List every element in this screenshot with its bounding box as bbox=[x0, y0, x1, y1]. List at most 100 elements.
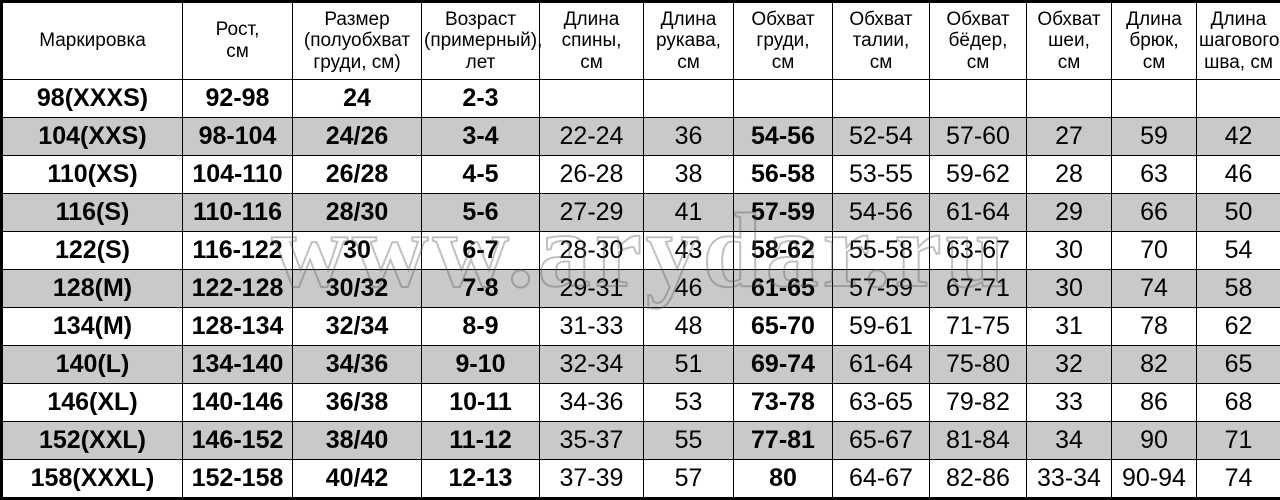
measurement-cell: 61-64 bbox=[930, 194, 1027, 232]
measurement-cell: 59-62 bbox=[930, 156, 1027, 194]
measurement-cell: 29-31 bbox=[540, 270, 644, 308]
measurement-cell: 41 bbox=[644, 194, 734, 232]
row-label-cell: 122(S) bbox=[2, 232, 183, 270]
row-label-cell: 116(S) bbox=[2, 194, 183, 232]
measurement-cell: 80 bbox=[734, 460, 833, 499]
row-label-cell: 158(XXXL) bbox=[2, 460, 183, 499]
column-header-line: рукава, bbox=[646, 30, 731, 52]
measurement-cell: 31 bbox=[1027, 308, 1112, 346]
measurement-cell: 140-146 bbox=[183, 384, 293, 422]
measurement-cell: 54-56 bbox=[734, 118, 833, 156]
column-header-line: (полуобхват bbox=[295, 30, 419, 52]
row-label-cell: 104(XXS) bbox=[2, 118, 183, 156]
measurement-cell: 31-33 bbox=[540, 308, 644, 346]
measurement-cell: 22-24 bbox=[540, 118, 644, 156]
column-header-line: см bbox=[646, 52, 731, 74]
measurement-cell: 92-98 bbox=[183, 80, 293, 118]
row-label-cell: 146(XL) bbox=[2, 384, 183, 422]
measurement-cell: 90 bbox=[1112, 422, 1197, 460]
column-header-line: Размер bbox=[295, 9, 419, 31]
measurement-cell: 57 bbox=[644, 460, 734, 499]
measurement-cell: 30 bbox=[293, 232, 422, 270]
column-header-line: груди, см) bbox=[295, 52, 419, 74]
measurement-cell: 34/36 bbox=[293, 346, 422, 384]
measurement-cell: 34 bbox=[1027, 422, 1112, 460]
measurement-cell: 69-74 bbox=[734, 346, 833, 384]
row-label-cell: 134(M) bbox=[2, 308, 183, 346]
measurement-cell: 59-61 bbox=[833, 308, 930, 346]
measurement-cell: 71 bbox=[1197, 422, 1280, 460]
measurement-cell: 36/38 bbox=[293, 384, 422, 422]
column-header: Маркировка bbox=[2, 2, 183, 80]
measurement-cell: 26-28 bbox=[540, 156, 644, 194]
measurement-cell: 68 bbox=[1197, 384, 1280, 422]
measurement-cell bbox=[540, 80, 644, 118]
measurement-cell: 32/34 bbox=[293, 308, 422, 346]
measurement-cell: 75-80 bbox=[930, 346, 1027, 384]
column-header-line: брюк, bbox=[1114, 30, 1194, 52]
measurement-cell bbox=[1197, 80, 1280, 118]
measurement-cell: 146-152 bbox=[183, 422, 293, 460]
measurement-cell: 32-34 bbox=[540, 346, 644, 384]
measurement-cell: 58 bbox=[1197, 270, 1280, 308]
column-header-line: см bbox=[542, 52, 641, 74]
column-header-line: см bbox=[1114, 52, 1194, 74]
measurement-cell: 12-13 bbox=[422, 460, 540, 499]
measurement-cell: 104-110 bbox=[183, 156, 293, 194]
measurement-cell: 33 bbox=[1027, 384, 1112, 422]
measurement-cell: 64-67 bbox=[833, 460, 930, 499]
measurement-cell: 65-70 bbox=[734, 308, 833, 346]
column-header-line: Длина bbox=[1199, 9, 1278, 31]
measurement-cell: 56-58 bbox=[734, 156, 833, 194]
measurement-cell: 73-78 bbox=[734, 384, 833, 422]
column-header-line: бёдер, bbox=[932, 30, 1024, 52]
row-label-cell: 140(L) bbox=[2, 346, 183, 384]
measurement-cell: 29 bbox=[1027, 194, 1112, 232]
measurement-cell: 71-75 bbox=[930, 308, 1027, 346]
measurement-cell: 98-104 bbox=[183, 118, 293, 156]
measurement-cell: 7-8 bbox=[422, 270, 540, 308]
column-header-line: шеи, bbox=[1029, 30, 1109, 52]
measurement-cell: 35-37 bbox=[540, 422, 644, 460]
measurement-cell: 152-158 bbox=[183, 460, 293, 499]
measurement-cell: 33-34 bbox=[1027, 460, 1112, 499]
measurement-cell bbox=[644, 80, 734, 118]
measurement-cell: 74 bbox=[1112, 270, 1197, 308]
measurement-cell: 90-94 bbox=[1112, 460, 1197, 499]
measurement-cell: 57-60 bbox=[930, 118, 1027, 156]
measurement-cell: 110-116 bbox=[183, 194, 293, 232]
measurement-cell: 58-62 bbox=[734, 232, 833, 270]
measurement-cell: 5-6 bbox=[422, 194, 540, 232]
measurement-cell: 27-29 bbox=[540, 194, 644, 232]
measurement-cell: 78 bbox=[1112, 308, 1197, 346]
column-header-line: Длина bbox=[646, 9, 731, 31]
measurement-cell: 34-36 bbox=[540, 384, 644, 422]
measurement-cell: 65 bbox=[1197, 346, 1280, 384]
measurement-cell: 10-11 bbox=[422, 384, 540, 422]
column-header-line: талии, bbox=[835, 30, 927, 52]
measurement-cell: 81-84 bbox=[930, 422, 1027, 460]
measurement-cell bbox=[930, 80, 1027, 118]
measurement-cell: 3-4 bbox=[422, 118, 540, 156]
measurement-cell: 77-81 bbox=[734, 422, 833, 460]
measurement-cell: 54 bbox=[1197, 232, 1280, 270]
column-header-line: см bbox=[835, 52, 927, 74]
column-header-line: Обхват bbox=[736, 9, 830, 31]
measurement-cell: 63-67 bbox=[930, 232, 1027, 270]
measurement-cell: 54-56 bbox=[833, 194, 930, 232]
measurement-cell: 2-3 bbox=[422, 80, 540, 118]
measurement-cell: 28 bbox=[1027, 156, 1112, 194]
